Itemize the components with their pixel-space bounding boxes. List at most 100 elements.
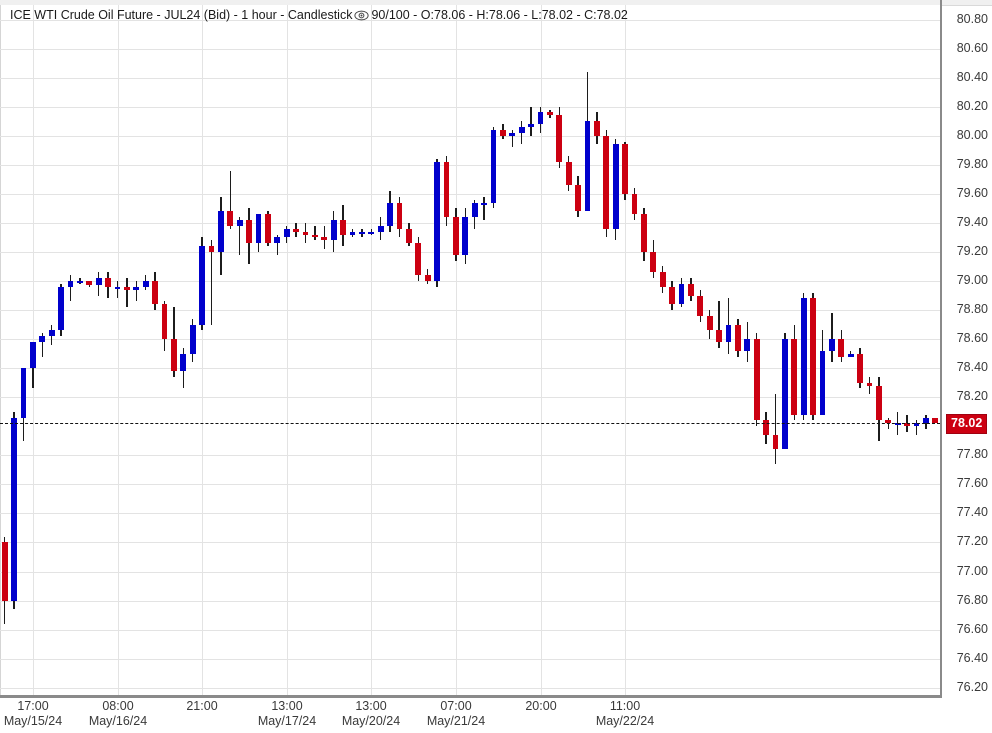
candlestick-body bbox=[913, 423, 920, 427]
gridline-horizontal bbox=[0, 629, 940, 631]
candlestick-wick bbox=[774, 394, 777, 465]
candlestick-body bbox=[443, 161, 450, 218]
eye-icon[interactable] bbox=[354, 10, 370, 24]
y-axis-tick-label: 76.80 bbox=[956, 592, 988, 607]
candlestick-wick bbox=[521, 121, 523, 145]
candlestick-body bbox=[255, 214, 262, 244]
candlestick-wick bbox=[586, 71, 589, 127]
candlestick-body bbox=[462, 217, 469, 255]
candlestick-body bbox=[678, 283, 685, 305]
gridline-horizontal bbox=[0, 251, 940, 253]
x-axis-tick-label: 20:00 bbox=[525, 699, 556, 714]
candlestick-body bbox=[189, 324, 196, 354]
candlestick-body bbox=[180, 353, 187, 372]
gridline-horizontal bbox=[0, 281, 940, 282]
candlestick-wick bbox=[530, 106, 532, 136]
candlestick-body bbox=[311, 234, 318, 238]
candlestick-body bbox=[875, 385, 882, 421]
candlestick-body bbox=[593, 121, 600, 136]
x-axis-tick-time: 20:00 bbox=[525, 699, 557, 713]
candlestick-body bbox=[791, 339, 798, 415]
candlestick-body bbox=[152, 281, 158, 305]
candlestick-body bbox=[302, 231, 309, 235]
y-axis-tick-label: 79.80 bbox=[956, 156, 988, 171]
candlestick-body bbox=[584, 121, 591, 212]
candlestick-wick bbox=[483, 196, 485, 220]
gridline-horizontal bbox=[0, 484, 940, 486]
last-price-badge[interactable]: 78.02 bbox=[946, 414, 988, 435]
candlestick-body bbox=[763, 420, 769, 435]
candlestick-wick bbox=[831, 312, 833, 363]
gridline-horizontal bbox=[0, 135, 940, 137]
y-axis-tick-label: 77.40 bbox=[956, 505, 988, 520]
candlestick-body bbox=[48, 330, 55, 337]
x-axis-tick-time: 07:00 bbox=[440, 699, 472, 713]
candlestick-body bbox=[603, 135, 610, 229]
y-axis-tick-label: 80.20 bbox=[956, 98, 988, 113]
y-axis-tick-label: 80.80 bbox=[956, 11, 988, 26]
chart-plot-area[interactable] bbox=[0, 5, 940, 695]
candlestick-body bbox=[170, 339, 177, 372]
candlestick-body bbox=[377, 225, 384, 232]
candlestick-body bbox=[274, 237, 281, 244]
candlestick-body bbox=[123, 286, 130, 290]
x-axis-tick-label: 08:00 May/16/24 bbox=[89, 699, 147, 729]
candlestick-body bbox=[330, 219, 337, 241]
candlestick-body bbox=[11, 417, 17, 601]
candlestick-body bbox=[236, 219, 243, 226]
y-axis-tick-label: 76.60 bbox=[956, 621, 988, 636]
y-axis-tick-label: 80.00 bbox=[956, 127, 988, 142]
candlestick-body bbox=[631, 193, 638, 215]
candlestick-body bbox=[885, 420, 892, 424]
candlestick-body bbox=[133, 286, 140, 290]
candlestick-body bbox=[20, 368, 27, 418]
x-axis-tick-date: May/20/24 bbox=[341, 714, 401, 728]
x-axis-tick-time: 08:00 bbox=[102, 699, 134, 713]
candlestick-body bbox=[904, 423, 910, 427]
candlestick-body bbox=[264, 214, 271, 244]
candlestick-body bbox=[828, 339, 835, 351]
candlestick-body bbox=[424, 275, 431, 281]
candlestick-body bbox=[283, 228, 290, 238]
x-axis-tick-label: 17:00 May/15/24 bbox=[4, 699, 62, 729]
candlestick-wick bbox=[69, 275, 72, 302]
x-axis-tick-date: May/16/24 bbox=[88, 714, 148, 728]
candlestick-body bbox=[556, 115, 563, 162]
candlestick-body bbox=[866, 382, 873, 386]
candlestick-body bbox=[1, 542, 8, 601]
gridline-horizontal bbox=[0, 310, 940, 312]
x-axis-tick-label: 07:00 May/21/24 bbox=[427, 699, 485, 729]
y-axis-labels[interactable]: 80.80 80.60 80.40 80.20 80.00 79.80 79.60 79.40… bbox=[944, 0, 992, 700]
candlestick-body bbox=[687, 283, 694, 296]
gridline-horizontal bbox=[0, 571, 940, 573]
gridline-horizontal bbox=[0, 542, 940, 544]
candlestick-body bbox=[76, 281, 83, 283]
x-axis-tick-time: 11:00 bbox=[609, 699, 641, 713]
gridline-vertical bbox=[541, 5, 542, 695]
x-axis-tick-time: 13:00 bbox=[271, 699, 303, 713]
candlestick-body bbox=[415, 243, 422, 276]
candlestick-body bbox=[725, 324, 732, 342]
candlestick-body bbox=[405, 228, 412, 244]
x-axis-tick-date: May/17/24 bbox=[257, 714, 317, 728]
candlestick-body bbox=[650, 251, 657, 273]
candlestick-body bbox=[546, 112, 553, 116]
candlestick-body bbox=[452, 217, 459, 255]
candlestick-wick bbox=[511, 129, 513, 148]
candlestick-body bbox=[716, 330, 722, 342]
candlestick-wick bbox=[239, 217, 241, 255]
candlestick-body bbox=[321, 237, 328, 241]
candlestick-body bbox=[734, 324, 741, 351]
candlestick-body bbox=[340, 219, 346, 235]
x-axis-tick-time: 13:00 bbox=[355, 699, 387, 713]
candlestick-body bbox=[518, 127, 525, 133]
y-axis-tick-label: 79.00 bbox=[956, 273, 988, 287]
gridline-horizontal bbox=[0, 455, 940, 457]
x-axis-tick-label: 13:00 May/17/24 bbox=[258, 699, 316, 729]
candlestick-body bbox=[387, 202, 393, 226]
candlestick-body bbox=[706, 315, 713, 331]
gridline-horizontal bbox=[0, 222, 940, 224]
x-axis-labels[interactable]: 17:00 May/15/24 08:00 May/16/24 21:00 13:00 Ma… bbox=[0, 699, 940, 733]
x-axis-tick-time: 21:00 bbox=[186, 699, 218, 713]
x-axis-tick-label: 21:00 bbox=[186, 699, 217, 714]
